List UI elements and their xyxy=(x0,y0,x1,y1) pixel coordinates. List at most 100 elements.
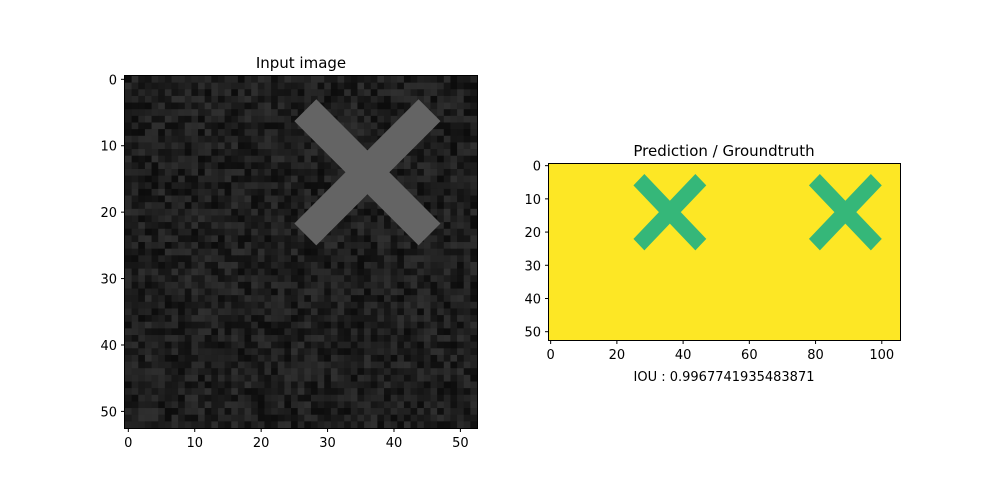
noise-pixel xyxy=(291,421,298,428)
noise-pixel xyxy=(304,362,311,369)
noise-pixel xyxy=(231,109,238,116)
noise-pixel xyxy=(278,162,285,169)
noise-pixel xyxy=(470,348,477,355)
noise-pixel xyxy=(298,362,305,369)
noise-pixel xyxy=(225,209,232,216)
noise-pixel xyxy=(211,189,218,196)
noise-pixel xyxy=(132,282,139,289)
noise-pixel xyxy=(198,215,205,222)
noise-pixel xyxy=(450,96,457,103)
noise-pixel xyxy=(218,249,225,256)
noise-pixel xyxy=(225,222,232,229)
noise-pixel xyxy=(138,182,145,189)
noise-pixel xyxy=(185,129,192,136)
noise-pixel xyxy=(178,415,185,422)
noise-pixel xyxy=(278,388,285,395)
noise-pixel xyxy=(158,149,165,156)
noise-pixel xyxy=(291,209,298,216)
noise-pixel xyxy=(225,89,232,96)
noise-pixel xyxy=(138,335,145,342)
noise-pixel xyxy=(205,235,212,242)
noise-pixel xyxy=(464,395,471,402)
noise-pixel xyxy=(424,375,431,382)
noise-pixel xyxy=(165,149,172,156)
noise-pixel xyxy=(464,129,471,136)
noise-pixel xyxy=(158,142,165,149)
noise-pixel xyxy=(271,156,278,163)
noise-pixel xyxy=(165,335,172,342)
noise-pixel xyxy=(404,289,411,296)
noise-pixel xyxy=(165,315,172,322)
noise-pixel xyxy=(450,122,457,129)
noise-pixel xyxy=(171,76,178,83)
noise-pixel xyxy=(238,328,245,335)
noise-pixel xyxy=(211,215,218,222)
noise-pixel xyxy=(464,136,471,143)
noise-pixel xyxy=(125,149,132,156)
noise-pixel xyxy=(338,368,345,375)
noise-pixel xyxy=(264,421,271,428)
noise-pixel xyxy=(145,255,152,262)
noise-pixel xyxy=(431,136,438,143)
noise-pixel xyxy=(205,375,212,382)
noise-pixel xyxy=(132,215,139,222)
noise-pixel xyxy=(364,335,371,342)
noise-pixel xyxy=(437,382,444,389)
noise-pixel xyxy=(198,122,205,129)
y-tick-label: 20 xyxy=(524,226,541,241)
noise-pixel xyxy=(145,421,152,428)
noise-pixel xyxy=(351,235,358,242)
noise-pixel xyxy=(231,249,238,256)
noise-pixel xyxy=(404,328,411,335)
noise-pixel xyxy=(404,176,411,183)
noise-pixel xyxy=(311,395,318,402)
noise-pixel xyxy=(158,315,165,322)
noise-pixel xyxy=(205,149,212,156)
noise-pixel xyxy=(437,315,444,322)
noise-pixel xyxy=(431,315,438,322)
noise-pixel xyxy=(284,182,291,189)
noise-pixel xyxy=(191,362,198,369)
noise-pixel xyxy=(411,162,418,169)
noise-pixel xyxy=(205,196,212,203)
noise-pixel xyxy=(171,302,178,309)
noise-pixel xyxy=(165,76,172,83)
noise-pixel xyxy=(258,282,265,289)
noise-pixel xyxy=(457,382,464,389)
noise-pixel xyxy=(165,401,172,408)
noise-pixel xyxy=(225,269,232,276)
noise-pixel xyxy=(138,295,145,302)
noise-pixel xyxy=(444,103,451,110)
noise-pixel xyxy=(318,83,325,90)
y-tick-label: 40 xyxy=(524,292,541,307)
noise-pixel xyxy=(338,322,345,329)
noise-pixel xyxy=(424,295,431,302)
noise-pixel xyxy=(251,262,258,269)
noise-pixel xyxy=(238,302,245,309)
noise-pixel xyxy=(238,129,245,136)
noise-pixel xyxy=(205,308,212,315)
noise-pixel xyxy=(284,289,291,296)
noise-pixel xyxy=(351,388,358,395)
noise-pixel xyxy=(351,289,358,296)
noise-pixel xyxy=(371,109,378,116)
noise-pixel xyxy=(264,282,271,289)
noise-pixel xyxy=(331,169,338,176)
noise-pixel xyxy=(331,388,338,395)
noise-pixel xyxy=(404,348,411,355)
noise-pixel xyxy=(338,249,345,256)
noise-pixel xyxy=(278,295,285,302)
noise-pixel xyxy=(464,89,471,96)
noise-pixel xyxy=(198,182,205,189)
noise-pixel xyxy=(397,269,404,276)
noise-pixel xyxy=(391,348,398,355)
noise-pixel xyxy=(258,76,265,83)
noise-pixel xyxy=(391,302,398,309)
noise-pixel xyxy=(132,116,139,123)
noise-pixel xyxy=(357,282,364,289)
noise-pixel xyxy=(470,103,477,110)
noise-pixel xyxy=(284,209,291,216)
noise-pixel xyxy=(404,169,411,176)
noise-pixel xyxy=(331,289,338,296)
noise-pixel xyxy=(258,408,265,415)
